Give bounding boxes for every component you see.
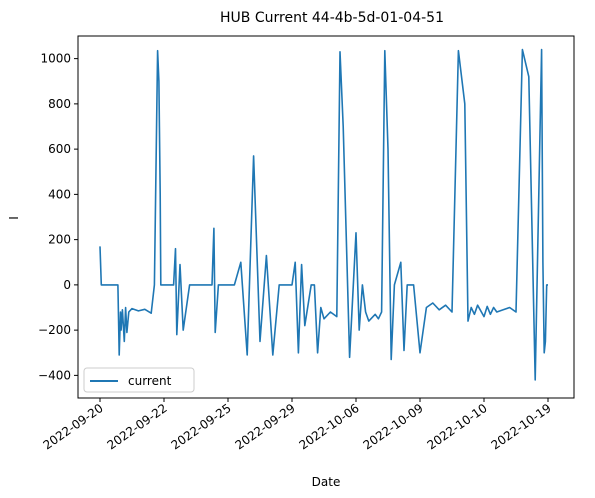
y-tick-label: 0 — [63, 278, 71, 292]
x-tick-label: 2022-10-10 — [425, 401, 490, 452]
y-tick-label: −400 — [38, 368, 71, 382]
legend-label-current: current — [128, 374, 172, 388]
x-tick-label: 2022-10-06 — [297, 401, 362, 452]
x-tick-label: 2022-10-09 — [361, 401, 426, 452]
x-axis-ticks: 2022-09-202022-09-222022-09-252022-09-29… — [41, 398, 554, 452]
x-tick-label: 2022-09-22 — [105, 401, 170, 452]
x-tick-label: 2022-10-19 — [489, 401, 554, 452]
y-tick-label: 600 — [48, 142, 71, 156]
y-tick-label: 400 — [48, 187, 71, 201]
y-axis-ticks: −400 −200 0 200 400 600 800 1000 — [38, 52, 78, 383]
y-axis-label: I — [7, 216, 21, 220]
x-tick-label: 2022-09-29 — [233, 401, 298, 452]
x-tick-label: 2022-09-25 — [169, 401, 234, 452]
x-axis-label: Date — [312, 475, 341, 489]
x-tick-label: 2022-09-20 — [41, 401, 106, 452]
y-tick-label: −200 — [38, 323, 71, 337]
y-tick-label: 800 — [48, 97, 71, 111]
chart-title: HUB Current 44-4b-5d-01-04-51 — [220, 10, 444, 26]
plot-area — [78, 36, 574, 398]
y-tick-label: 1000 — [40, 52, 71, 66]
y-tick-label: 200 — [48, 233, 71, 247]
legend: current — [84, 368, 194, 392]
